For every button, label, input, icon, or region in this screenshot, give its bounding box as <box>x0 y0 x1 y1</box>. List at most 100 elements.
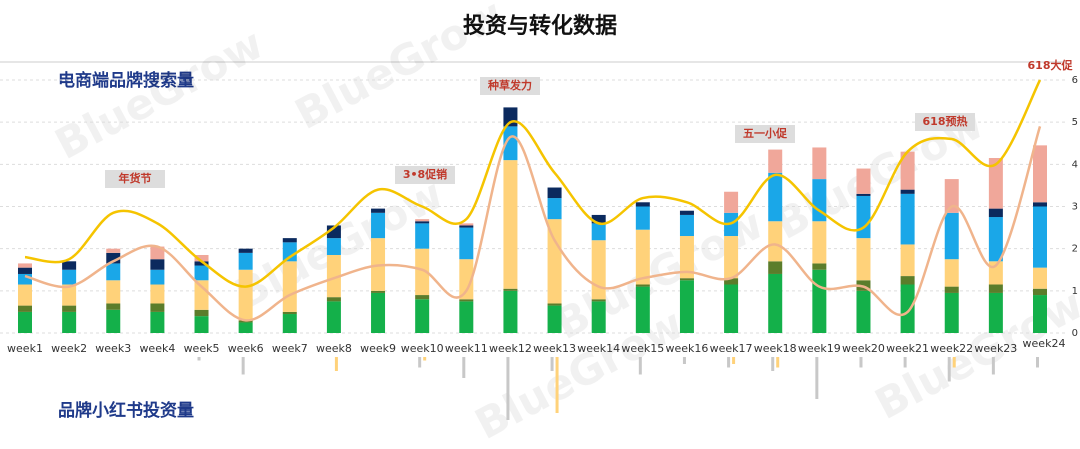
x-tick-label: week22 <box>930 342 973 355</box>
x-tick-label: week23 <box>974 342 1017 355</box>
bar-segment <box>194 280 209 310</box>
lower-bar <box>550 357 554 371</box>
x-tick-label: week12 <box>489 342 532 355</box>
bar-segment <box>944 212 959 260</box>
bar-segment <box>900 151 915 190</box>
bar-segment <box>988 284 1003 293</box>
annotation-box <box>395 166 455 184</box>
bar-segment <box>415 223 430 249</box>
lower-bar <box>776 357 780 368</box>
bar-segment <box>856 238 871 281</box>
bar-segment <box>371 212 386 239</box>
bar-segment <box>18 267 32 274</box>
bar-segment <box>856 168 871 194</box>
bar-segment <box>944 179 959 213</box>
bar-segment <box>1033 206 1047 268</box>
bar-segment <box>724 236 739 279</box>
lower-bar <box>638 357 642 375</box>
bar-segment <box>900 284 915 333</box>
bar-segment <box>547 219 562 304</box>
lower-bar <box>771 357 775 371</box>
annotation-box <box>480 77 540 95</box>
x-tick-label: week10 <box>401 342 444 355</box>
bar-segment <box>768 261 783 274</box>
bar-segment <box>812 179 827 222</box>
bar-segment <box>282 314 297 333</box>
bar-segment <box>62 284 77 306</box>
bar-segment <box>282 238 297 243</box>
bar-segment <box>768 172 783 222</box>
bar-segment <box>679 278 694 281</box>
bar-segment <box>1033 145 1047 203</box>
section-label: 品牌小红书投资量 <box>58 400 194 421</box>
bar-segment <box>415 221 430 224</box>
bar-segment <box>635 229 650 285</box>
x-tick-label: week3 <box>95 342 131 355</box>
y-tick-label: 6 <box>1072 75 1078 86</box>
bar-segment <box>62 305 77 312</box>
lower-bar <box>732 357 736 364</box>
lower-bar <box>241 357 245 375</box>
bar-segment <box>724 191 739 213</box>
x-tick-label: week16 <box>666 342 709 355</box>
bar-segment <box>459 301 474 333</box>
x-tick-label: week15 <box>621 342 664 355</box>
bar-segment <box>900 193 915 245</box>
bar-segment <box>591 240 606 300</box>
bar-segment <box>944 259 959 287</box>
bar-segment <box>150 246 165 260</box>
bar-segment <box>18 311 32 333</box>
bar-segment <box>900 189 915 194</box>
watermark: BlueGrow <box>47 19 271 169</box>
bar-segment <box>679 236 694 279</box>
bar-segment <box>326 301 341 333</box>
x-tick-label: week19 <box>798 342 841 355</box>
watermark: BlueGrow <box>287 0 511 139</box>
lower-bar <box>991 357 995 375</box>
bar-segment <box>856 193 871 196</box>
bar-segment <box>459 223 474 226</box>
bar-segment <box>1033 202 1047 207</box>
lower-bar <box>903 357 907 368</box>
bar-segment <box>856 195 871 239</box>
bar-segment <box>812 221 827 264</box>
bar-segment <box>988 292 1003 333</box>
bar-segment <box>503 160 518 289</box>
annotation: 618预热 <box>923 114 968 128</box>
bar-segment <box>591 299 606 302</box>
trend-line <box>24 79 1042 288</box>
bar-segment <box>150 284 165 304</box>
bar-segment <box>194 309 209 317</box>
bar-segment <box>238 248 253 253</box>
bar-segment <box>547 187 562 199</box>
bar-segment <box>150 311 165 333</box>
bar-segment <box>106 303 121 310</box>
bar-segment <box>415 299 430 333</box>
bar-segment <box>415 295 430 300</box>
bar-segment <box>635 284 650 287</box>
y-tick-label: 4 <box>1072 159 1078 170</box>
bar-segment <box>1033 267 1047 289</box>
annotation-box <box>105 170 165 188</box>
bar-segment <box>503 126 518 161</box>
annotation-box <box>735 125 795 143</box>
bar-segment <box>724 278 739 285</box>
lower-bar <box>1036 357 1039 368</box>
bar-segment <box>326 254 341 298</box>
bar-segment <box>812 269 827 333</box>
bar-segment <box>62 311 77 333</box>
bar-segment <box>503 288 518 291</box>
bar-segment <box>1033 295 1047 333</box>
x-tick-label: week20 <box>842 342 885 355</box>
bar-segment <box>18 263 32 268</box>
bar-segment <box>679 280 694 333</box>
bar-segment <box>282 261 297 312</box>
x-tick-label: week11 <box>445 342 488 355</box>
bar-segment <box>635 202 650 207</box>
x-tick-label: week2 <box>51 342 87 355</box>
bar-segment <box>459 225 474 228</box>
bar-segment <box>591 214 606 224</box>
bar-segment <box>635 206 650 230</box>
bar-segment <box>459 227 474 260</box>
bar-segment <box>944 286 959 293</box>
